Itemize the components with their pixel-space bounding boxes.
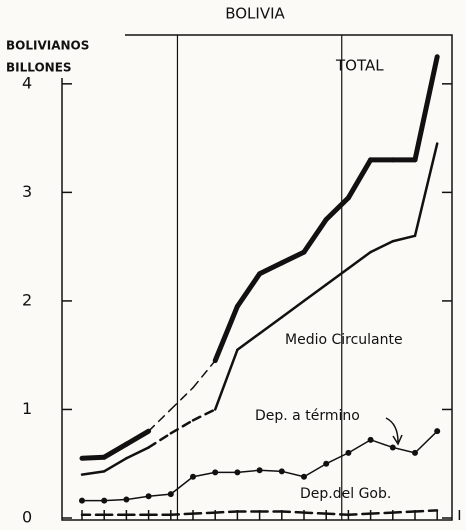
line-segment bbox=[302, 511, 328, 515]
line-segment bbox=[345, 157, 374, 201]
line-segment bbox=[369, 239, 395, 254]
line-segment bbox=[191, 408, 217, 422]
line-segment bbox=[280, 299, 306, 319]
point bbox=[234, 469, 241, 476]
line-segment bbox=[413, 142, 439, 238]
line-segment bbox=[125, 446, 150, 460]
line-segment bbox=[80, 470, 106, 476]
line-segment bbox=[102, 457, 128, 473]
line-segment bbox=[169, 512, 195, 516]
chart-title: BOLIVIA bbox=[225, 5, 285, 23]
point bbox=[190, 473, 196, 480]
line-segment bbox=[79, 454, 107, 461]
label-arrow bbox=[385, 417, 403, 446]
line-segment bbox=[369, 439, 394, 449]
point bbox=[412, 449, 418, 456]
point bbox=[212, 469, 219, 476]
point bbox=[256, 467, 263, 474]
line-segment bbox=[281, 470, 305, 478]
line-segment bbox=[170, 476, 194, 495]
line-segment bbox=[301, 217, 329, 255]
line-segment bbox=[191, 511, 217, 515]
line-segment bbox=[170, 387, 194, 411]
point bbox=[123, 496, 130, 503]
point bbox=[389, 444, 396, 451]
line-segment bbox=[123, 428, 152, 447]
line-segment bbox=[236, 469, 261, 474]
line-segment bbox=[391, 234, 417, 243]
line-segment bbox=[391, 510, 417, 514]
point bbox=[323, 460, 330, 467]
line-segment bbox=[414, 430, 438, 454]
series-label: Medio Circulante bbox=[285, 332, 403, 348]
line-segment bbox=[236, 332, 261, 352]
line-segment bbox=[101, 441, 129, 460]
plot-frame bbox=[61, 34, 453, 521]
line-segment bbox=[212, 303, 240, 364]
point bbox=[101, 497, 108, 504]
line-segment bbox=[347, 250, 372, 270]
line-segment bbox=[213, 348, 239, 411]
point bbox=[278, 468, 285, 475]
line-segment bbox=[347, 512, 372, 516]
point bbox=[167, 491, 174, 498]
y-tick-label: 1 bbox=[22, 399, 32, 418]
point bbox=[367, 436, 374, 443]
point bbox=[434, 428, 441, 435]
line-segment bbox=[258, 315, 284, 335]
line-segment bbox=[213, 510, 239, 514]
line-segment bbox=[413, 509, 439, 513]
point bbox=[345, 449, 352, 456]
y-tick-label: 3 bbox=[22, 182, 32, 201]
point bbox=[145, 493, 152, 500]
point bbox=[79, 497, 85, 504]
line-segment bbox=[192, 359, 216, 389]
line-segment bbox=[258, 469, 283, 473]
y-axis-label: BOLIVIANOS bbox=[6, 39, 89, 53]
line-segment bbox=[369, 511, 395, 515]
y-tick-label: 4 bbox=[22, 73, 32, 92]
line-segment bbox=[392, 446, 416, 454]
line-segment bbox=[147, 408, 172, 432]
point bbox=[301, 473, 307, 480]
line-segment bbox=[325, 452, 350, 465]
line-segment bbox=[234, 271, 263, 309]
line-segment bbox=[412, 54, 440, 163]
line-segment bbox=[147, 493, 172, 498]
line-segment bbox=[279, 249, 307, 266]
line-segment bbox=[257, 260, 285, 277]
line-segment bbox=[192, 471, 216, 478]
line-segment bbox=[303, 462, 327, 478]
line-segment bbox=[280, 510, 306, 514]
line-segment bbox=[125, 495, 150, 501]
line-segment bbox=[324, 512, 350, 516]
series-label: TOTAL bbox=[335, 57, 384, 75]
line-segment bbox=[147, 432, 173, 449]
y-tick-label: 2 bbox=[22, 290, 32, 309]
y-tick-label: 0 bbox=[22, 508, 32, 527]
line-segment bbox=[323, 195, 351, 223]
line-segment bbox=[324, 267, 350, 286]
line-segment bbox=[347, 439, 372, 454]
series-label: Dep.del Gob. bbox=[300, 486, 391, 502]
series-label: Dep. a término bbox=[255, 408, 360, 424]
y-axis-label: BILLONES bbox=[6, 61, 72, 75]
line-segment bbox=[103, 498, 128, 502]
line-segment bbox=[169, 419, 195, 435]
line-segment bbox=[302, 283, 328, 303]
